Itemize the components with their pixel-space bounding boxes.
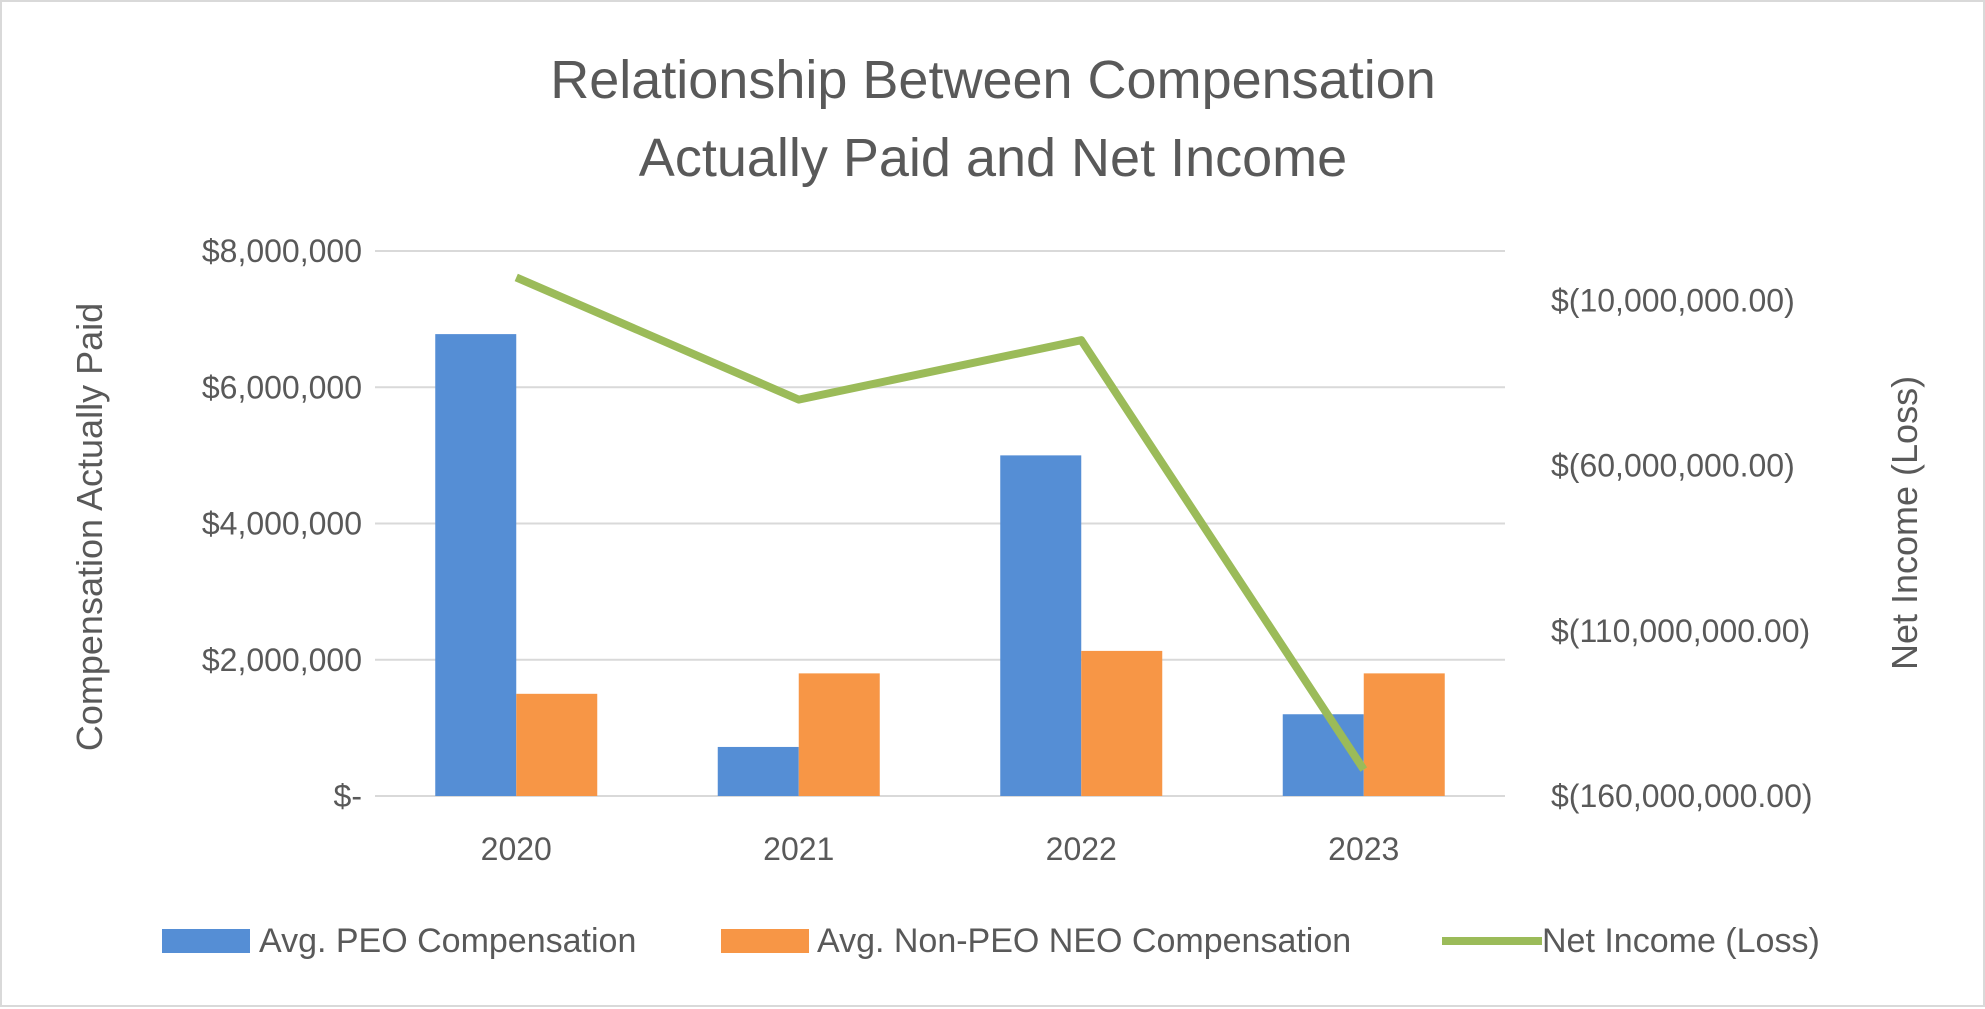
chart-title-line-1: Relationship Between Compensation [550,50,1436,110]
right-axis-title: Net Income (Loss) [1884,376,1925,670]
left-axis-tick-label: $2,000,000 [202,642,362,678]
bar-avg-non-peo-neo-compensation-2021 [798,673,880,796]
bar-avg-non-peo-neo-compensation-2023 [1363,673,1445,796]
legend-item: Avg. PEO Compensation [162,922,636,960]
bar-avg-peo-compensation-2022 [1000,455,1082,796]
right-axis-ticks: $(10,000,000.00) $(60,000,000.00) $(110,00… [1551,283,1813,814]
left-axis-tick-label: $- [334,778,362,814]
bar-avg-peo-compensation-2020 [435,334,517,796]
net-income-line-group [514,273,1368,772]
bar-avg-non-peo-neo-compensation-2022 [1081,650,1163,796]
bar-avg-non-peo-neo-compensation-2020 [516,693,598,796]
legend: Avg. PEO Compensation Avg. Non-PEO NEO Co… [162,922,1820,960]
legend-label: Avg. Non-PEO NEO Compensation [817,922,1351,960]
category-label: 2022 [1046,831,1117,867]
category-axis-ticks: 2020 2021 2022 2023 [481,831,1400,867]
legend-swatch [162,929,250,953]
left-axis-title: Compensation Actually Paid [69,303,110,751]
right-axis-tick-label: $(110,000,000.00) [1551,613,1810,649]
category-label: 2023 [1328,831,1399,867]
legend-label: Net Income (Loss) [1542,922,1820,960]
left-axis-tick-label: $4,000,000 [202,506,362,542]
chart-title-line-2: Actually Paid and Net Income [639,128,1347,188]
left-axis-tick-label: $6,000,000 [202,369,362,405]
left-axis-tick-label: $8,000,000 [202,233,362,269]
category-label: 2021 [763,831,834,867]
right-axis-tick-label: $(10,000,000.00) [1551,283,1795,319]
right-axis-tick-label: $(160,000,000.00) [1551,778,1813,814]
chart-title: Relationship Between Compensation Actual… [550,50,1436,188]
left-axis-ticks: $- $2,000,000 $4,000,000 $6,000,000 $8,000,0… [202,233,362,814]
legend-label: Avg. PEO Compensation [259,922,636,960]
legend-item: Avg. Non-PEO NEO Compensation [721,922,1351,960]
legend-item: Net Income (Loss) [1442,922,1820,960]
bar-avg-peo-compensation-2021 [717,746,799,796]
net-income-line [514,273,1368,772]
category-label: 2020 [481,831,552,867]
right-axis-tick-label: $(60,000,000.00) [1551,448,1795,484]
legend-swatch [721,929,809,953]
bars [435,334,1445,796]
